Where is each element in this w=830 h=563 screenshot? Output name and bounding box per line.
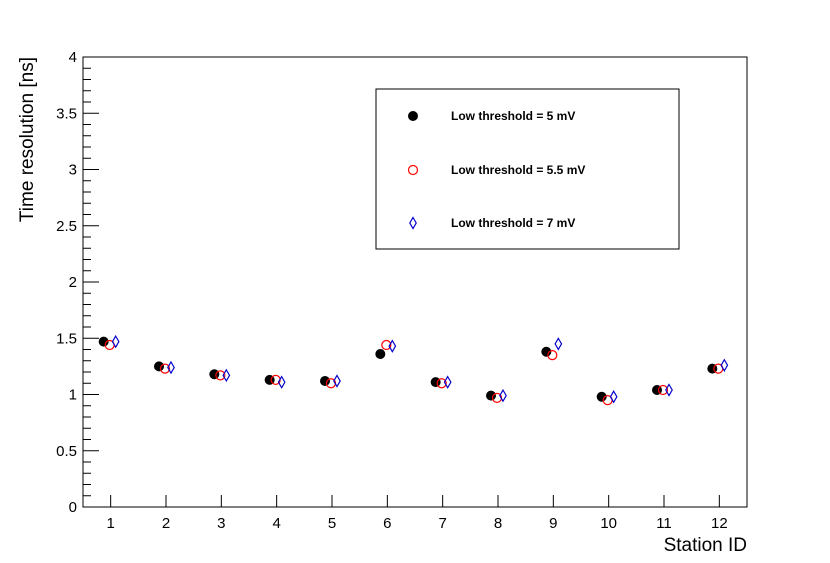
x-tick-label: 9 xyxy=(549,515,557,532)
series-1 xyxy=(98,336,718,402)
data-point xyxy=(720,358,729,372)
data-point xyxy=(657,384,669,396)
series-3 xyxy=(111,334,729,404)
legend-entry: Low threshold = 7 mV xyxy=(409,216,575,230)
x-tick-label: 2 xyxy=(162,515,170,532)
y-tick-label: 3 xyxy=(69,162,77,179)
data-point xyxy=(375,349,386,359)
x-tick-label: 11 xyxy=(656,515,672,532)
x-tick-label: 6 xyxy=(383,515,391,532)
plot-frame xyxy=(82,56,748,508)
legend-label: Low threshold = 5 mV xyxy=(451,109,575,123)
data-point xyxy=(209,369,220,380)
y-tick-label: 4 xyxy=(69,49,77,66)
y-tick-label: 1 xyxy=(69,387,77,404)
data-point xyxy=(388,339,397,353)
data-point xyxy=(159,363,171,374)
data-point xyxy=(430,377,441,388)
data-point xyxy=(541,346,552,357)
data-point xyxy=(222,368,231,383)
y-tick-label: 1.5 xyxy=(56,330,77,347)
legend-entry: Low threshold = 5.5 mV xyxy=(407,163,585,177)
x-tick-label: 4 xyxy=(272,515,280,532)
data-point xyxy=(333,374,341,388)
data-point xyxy=(154,361,164,372)
legend-marker xyxy=(409,216,417,230)
data-points xyxy=(98,334,729,406)
y-axis-title: Time resolution [ns] xyxy=(17,57,38,222)
legend-items: Low threshold = 5 mV Low threshold = 5.5 … xyxy=(407,109,585,230)
x-tick-label: 3 xyxy=(217,515,225,532)
data-point xyxy=(381,339,392,351)
legend: Low threshold = 5 mV Low threshold = 5.5 … xyxy=(375,88,680,250)
x-tick-label: 1 xyxy=(106,515,114,532)
legend-box xyxy=(375,88,680,250)
data-point xyxy=(609,390,618,404)
y-tick-label: 0 xyxy=(69,499,77,516)
data-point xyxy=(499,388,507,403)
data-point xyxy=(443,375,452,389)
x-axis-tick-labels: 1 2 3 4 5 6 7 8 9 10 11 12 xyxy=(106,515,727,532)
data-point xyxy=(547,350,558,361)
y-tick-label: 3.5 xyxy=(56,105,77,122)
y-axis-minor-ticks xyxy=(83,67,91,497)
x-tick-label: 7 xyxy=(438,515,446,532)
y-tick-label: 0.5 xyxy=(56,443,77,460)
legend-entry: Low threshold = 5 mV xyxy=(408,109,575,123)
data-point xyxy=(215,370,226,381)
x-axis-ticks xyxy=(110,495,720,507)
x-tick-label: 12 xyxy=(711,515,728,532)
y-axis-tick-labels: 0 0.5 1 1.5 2 2.5 3 3.5 4 xyxy=(56,49,77,516)
data-point xyxy=(167,360,175,375)
legend-label: Low threshold = 5.5 mV xyxy=(451,163,585,177)
data-point xyxy=(665,383,673,397)
series-2 xyxy=(104,339,724,406)
legend-marker xyxy=(407,164,419,176)
x-tick-label: 10 xyxy=(600,515,617,532)
y-tick-label: 2 xyxy=(69,274,77,291)
data-point xyxy=(486,390,496,401)
legend-label: Low threshold = 7 mV xyxy=(451,216,575,230)
data-point xyxy=(596,391,607,402)
data-point xyxy=(111,334,120,349)
data-point xyxy=(98,336,109,347)
x-axis-title: Station ID xyxy=(664,535,747,556)
data-point xyxy=(436,378,447,389)
x-tick-label: 5 xyxy=(328,515,336,532)
data-point xyxy=(320,376,330,386)
y-tick-label: 2.5 xyxy=(56,218,77,235)
legend-marker xyxy=(408,111,418,121)
data-point xyxy=(554,337,563,351)
x-tick-label: 8 xyxy=(494,515,502,532)
data-point xyxy=(277,375,286,389)
